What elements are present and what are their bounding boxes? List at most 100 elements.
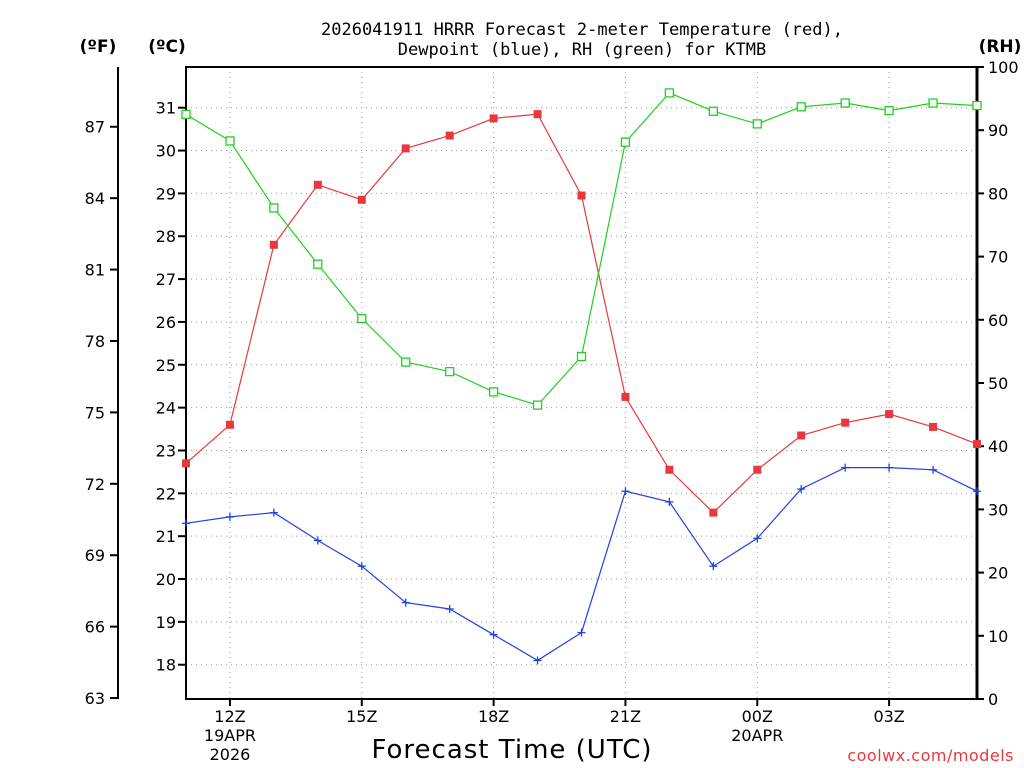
celsius-tick-label: 22	[156, 484, 176, 503]
temperature-point	[313, 180, 322, 189]
rh-point	[840, 98, 850, 108]
temperature-point	[973, 440, 981, 449]
dewpoint-point	[841, 463, 850, 472]
site-credit: coolwx.com/models	[847, 746, 1014, 765]
dewpoint-point	[357, 562, 366, 571]
gridlines	[186, 67, 977, 699]
dewpoint-point	[577, 628, 586, 637]
celsius-tick-label: 27	[156, 270, 176, 289]
rh-tick-label: 10	[988, 627, 1008, 646]
temperature-point	[577, 191, 586, 200]
celsius-unit-label: (ºC)	[148, 37, 186, 57]
temperature-point	[929, 422, 938, 431]
rh-tick-label: 90	[988, 121, 1008, 140]
rh-point	[620, 137, 631, 147]
temperature-point	[533, 110, 542, 119]
dewpoint-point	[885, 463, 894, 472]
dewpoint-point	[269, 508, 278, 517]
dewpoint-point	[797, 485, 806, 494]
rh-point	[928, 98, 938, 108]
dewpoint-point	[973, 487, 981, 496]
dewpoint-point	[533, 656, 542, 665]
celsius-tick-label: 28	[156, 227, 176, 246]
temperature-point	[753, 465, 762, 474]
rh-point	[225, 136, 235, 146]
temperature-point	[445, 131, 454, 140]
temperature-point	[225, 420, 234, 429]
x-tick-date-label: 20APR	[731, 726, 783, 745]
rh-tick-label: 60	[988, 311, 1008, 330]
temperature-point	[357, 195, 366, 204]
x-tick-label: 03Z	[873, 707, 904, 726]
chart-title-line2: Dewpoint (blue), RH (green) for KTMB	[398, 40, 766, 60]
dewpoint-point	[621, 487, 630, 496]
celsius-tick-label: 20	[156, 570, 176, 589]
celsius-tick-label: 24	[156, 399, 176, 418]
dewpoint-point	[445, 605, 454, 614]
x-tick-label: 21Z	[610, 707, 641, 726]
rh-point	[796, 102, 806, 112]
rh-point	[269, 203, 279, 213]
celsius-tick-label: 30	[156, 142, 176, 161]
celsius-tick-label: 31	[156, 99, 176, 118]
temperature-point	[885, 410, 894, 419]
rh-point	[532, 400, 543, 410]
temperature-point	[797, 431, 806, 440]
series-layer	[181, 88, 982, 665]
fahrenheit-tick-label: 84	[85, 189, 105, 208]
rh-point	[576, 351, 587, 362]
celsius-tick-label: 25	[156, 356, 176, 375]
temperature-line	[185, 113, 978, 514]
rh-point	[488, 387, 499, 397]
celsius-tick-label: 21	[156, 527, 176, 546]
rh-point	[664, 88, 675, 98]
rh-tick-label: 50	[988, 374, 1008, 393]
rh-tick-label: 80	[988, 184, 1008, 203]
dewpoint-point	[225, 512, 234, 521]
rh-point	[401, 357, 411, 367]
rh-point	[181, 109, 191, 120]
rh-point	[972, 100, 982, 111]
axes: 18 19 20 21 22 23 24 25 26 27 28 29 30 31 63 66 69 72 75 78…	[85, 58, 1019, 764]
rh-tick-label: 100	[988, 58, 1019, 77]
dewpoint-point	[709, 562, 718, 571]
x-tick-label: 15Z	[346, 707, 377, 726]
temperature-point	[665, 465, 674, 474]
celsius-tick-label: 23	[156, 441, 176, 460]
dewpoint-point	[753, 534, 762, 543]
fahrenheit-tick-label: 69	[85, 546, 105, 565]
x-tick-label: 00Z	[742, 707, 773, 726]
temperature-point	[621, 392, 630, 401]
x-tick-year-label: 2026	[210, 745, 251, 764]
rh-point	[884, 105, 894, 116]
rh-unit-label: (RH)	[979, 37, 1022, 57]
fahrenheit-unit-label: (ºF)	[80, 37, 117, 57]
temperature-point	[401, 144, 410, 153]
fahrenheit-tick-label: 63	[85, 689, 105, 708]
fahrenheit-tick-label: 72	[85, 475, 105, 494]
dewpoint-point	[665, 497, 674, 506]
x-tick-label: 18Z	[478, 707, 509, 726]
fahrenheit-tick-label: 75	[85, 403, 105, 422]
temperature-point	[841, 418, 850, 427]
rh-point	[313, 259, 323, 269]
plot-frame	[185, 66, 978, 700]
temperature-point	[709, 508, 718, 517]
x-tick-date-label: 19APR	[204, 726, 256, 745]
temperature-point	[269, 240, 278, 249]
celsius-tick-label: 29	[156, 184, 176, 203]
rh-point	[708, 106, 718, 116]
rh-point	[752, 119, 762, 129]
temperature-point	[489, 114, 498, 123]
x-axis-title: Forecast Time (UTC)	[371, 735, 652, 765]
temperature-point	[182, 459, 190, 468]
dewpoint-point	[313, 536, 322, 545]
celsius-tick-label: 19	[156, 613, 176, 632]
rh-tick-label: 20	[988, 564, 1008, 583]
rh-tick-label: 40	[988, 437, 1008, 456]
dewpoint-point	[929, 465, 938, 474]
rh-tick-label: 0	[988, 690, 998, 709]
x-tick-label: 12Z	[214, 707, 245, 726]
rh-point	[357, 313, 367, 324]
